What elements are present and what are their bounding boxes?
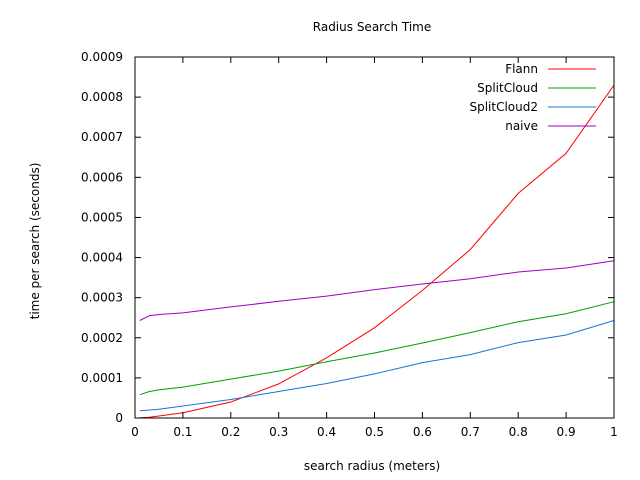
y-tick-label: 0.0009 [81, 50, 123, 64]
legend-label: SplitCloud2 [469, 100, 538, 114]
x-tick-label: 0.9 [557, 425, 576, 439]
y-tick-label: 0.0001 [81, 371, 123, 385]
series-line-naive [139, 260, 615, 321]
series-line-splitcloud [139, 301, 615, 396]
y-tick-label: 0.0006 [81, 170, 123, 184]
x-tick-label: 0.4 [317, 425, 336, 439]
y-tick-label: 0.0003 [81, 291, 123, 305]
x-tick-label: 0 [131, 425, 139, 439]
legend: Flann SplitCloud SplitCloud2 naive [469, 62, 596, 133]
y-tick-label: 0.0008 [81, 90, 123, 104]
x-tick-label: 1 [610, 425, 618, 439]
y-tick-label: 0.0004 [81, 251, 123, 265]
plot-area-frame [134, 56, 615, 419]
x-tick-label: 0.5 [365, 425, 384, 439]
axis-ticks: 0 0.1 0.2 0.3 0.4 0.5 0.6 0.7 0.8 0.9 1 0 0.0001 0.00… [81, 50, 618, 439]
x-tick-label: 0.1 [173, 425, 192, 439]
y-tick-label: 0.0007 [81, 130, 123, 144]
x-tick-label: 0.8 [509, 425, 528, 439]
x-tick-label: 0.3 [269, 425, 288, 439]
x-tick-label: 0.7 [461, 425, 480, 439]
x-tick-label: 0.2 [221, 425, 240, 439]
chart-title: Radius Search Time [313, 20, 431, 34]
legend-label: naive [505, 119, 538, 133]
y-tick-label: 0.0002 [81, 331, 123, 345]
y-axis-label: time per search (seconds) [28, 163, 42, 320]
x-axis-label: search radius (meters) [304, 459, 440, 473]
series-line-flann [139, 84, 615, 419]
y-tick-label: 0 [115, 411, 123, 425]
series-line-splitcloud2 [139, 320, 615, 412]
legend-label: Flann [505, 62, 538, 76]
x-tick-label: 0.6 [413, 425, 432, 439]
series-layer [139, 84, 615, 419]
y-tick-label: 0.0005 [81, 210, 123, 224]
legend-label: SplitCloud [477, 81, 538, 95]
